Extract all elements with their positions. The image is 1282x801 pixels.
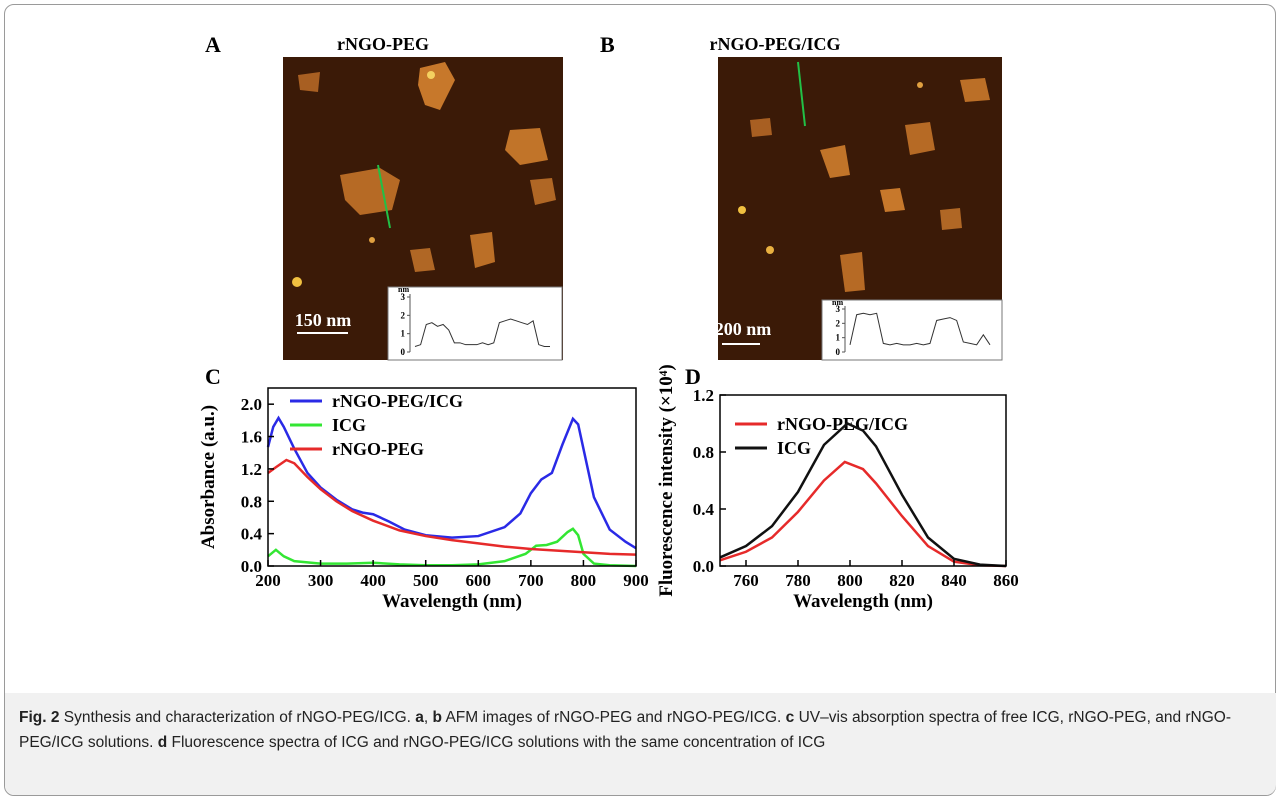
x-tick-label: 800 — [837, 571, 863, 590]
x-tick-label: 200 — [255, 571, 281, 590]
x-tick-label: 900 — [623, 571, 649, 590]
data-line — [267, 458, 637, 556]
x-axis-title: Wavelength (nm) — [382, 591, 522, 612]
caption-text: UV–vis absorption spectra of free ICG, r… — [19, 709, 1232, 751]
x-tick-label: 800 — [571, 571, 597, 590]
inset-unit: nm — [398, 285, 409, 294]
figure: A rNGO-PEG 150 nm B rNGO-PEG/ICG 200 nm … — [198, 32, 1019, 612]
caption: Fig. 2 Synthesis and characterization of… — [5, 693, 1276, 795]
inset-tick-label: 0 — [836, 347, 841, 357]
caption-text: b — [432, 709, 442, 726]
x-tick-label: 300 — [308, 571, 334, 590]
y-tick-label: 0.4 — [241, 525, 263, 544]
data-line — [719, 460, 1007, 568]
scale-bar-label: 150 nm — [295, 310, 352, 330]
legend-label: rNGO-PEG/ICG — [332, 391, 463, 411]
height-profile — [414, 318, 550, 347]
scale-bar-label: 200 nm — [715, 319, 772, 339]
y-tick-label: 0.8 — [693, 443, 714, 462]
afm-image-b — [718, 57, 1003, 361]
y-tick-label: 0.4 — [693, 500, 715, 519]
x-tick-label: 400 — [360, 571, 386, 590]
legend-label: rNGO-PEG — [332, 439, 424, 459]
caption-label: Fig. 2 — [19, 709, 60, 726]
y-tick-label: 0.8 — [241, 492, 262, 511]
plot-frame — [267, 387, 637, 567]
height-profile — [849, 312, 991, 346]
inset-tick-label: 3 — [836, 304, 841, 314]
data-line — [267, 527, 637, 568]
x-tick-label: 860 — [993, 571, 1019, 590]
x-tick-label: 840 — [941, 571, 967, 590]
legend-label: ICG — [777, 438, 811, 458]
y-tick-label: 0.0 — [241, 557, 262, 576]
panel-label: B — [600, 32, 615, 57]
inset-tick-label: 2 — [836, 318, 841, 328]
y-axis-title: Absorbance (a.u.) — [198, 405, 219, 549]
panel-label: A — [205, 32, 221, 57]
x-tick-label: 500 — [413, 571, 439, 590]
y-tick-label: 2.0 — [241, 395, 262, 414]
caption-text: c — [785, 709, 795, 726]
x-tick-label: 760 — [733, 571, 759, 590]
panel-label: D — [685, 364, 701, 389]
panel-label: C — [205, 364, 221, 389]
data-line — [719, 422, 1007, 568]
x-tick-label: 780 — [785, 571, 811, 590]
panel-title: rNGO-PEG/ICG — [710, 34, 841, 54]
inset-tick-label: 1 — [401, 329, 406, 339]
legend-label: ICG — [332, 415, 366, 435]
x-tick-label: 600 — [466, 571, 492, 590]
y-tick-label: 1.2 — [693, 386, 714, 405]
caption-text: Fluorescence spectra of ICG and rNGO-PEG… — [171, 734, 826, 751]
caption-text: AFM images of rNGO-PEG and rNGO-PEG/ICG. — [445, 709, 782, 726]
data-line — [266, 415, 637, 550]
inset-tick-label: 2 — [401, 310, 406, 320]
legend-label: rNGO-PEG/ICG — [777, 414, 908, 434]
x-tick-label: 700 — [518, 571, 544, 590]
y-tick-label: 1.2 — [241, 460, 262, 479]
caption-text: , — [423, 709, 429, 726]
inset-unit: nm — [832, 298, 843, 307]
figure-frame — [4, 4, 1276, 796]
y-tick-label: 1.6 — [241, 428, 262, 447]
x-tick-label: 820 — [889, 571, 915, 590]
inset-tick-label: 1 — [836, 333, 841, 343]
inset-tick-label: 3 — [401, 292, 406, 302]
inset-tick-label: 0 — [401, 347, 406, 357]
y-tick-label: 0.0 — [693, 557, 714, 576]
x-axis-title: Wavelength (nm) — [793, 591, 933, 612]
caption-text: d — [157, 734, 168, 751]
plot-frame — [719, 394, 1007, 567]
caption-text: Synthesis and characterization of rNGO-P… — [63, 709, 411, 726]
caption-text: a — [415, 709, 424, 726]
afm-image-a — [283, 57, 563, 361]
y-axis-title: Fluorescence intensity (×10⁴) — [656, 364, 677, 597]
panel-title: rNGO-PEG — [337, 34, 429, 54]
